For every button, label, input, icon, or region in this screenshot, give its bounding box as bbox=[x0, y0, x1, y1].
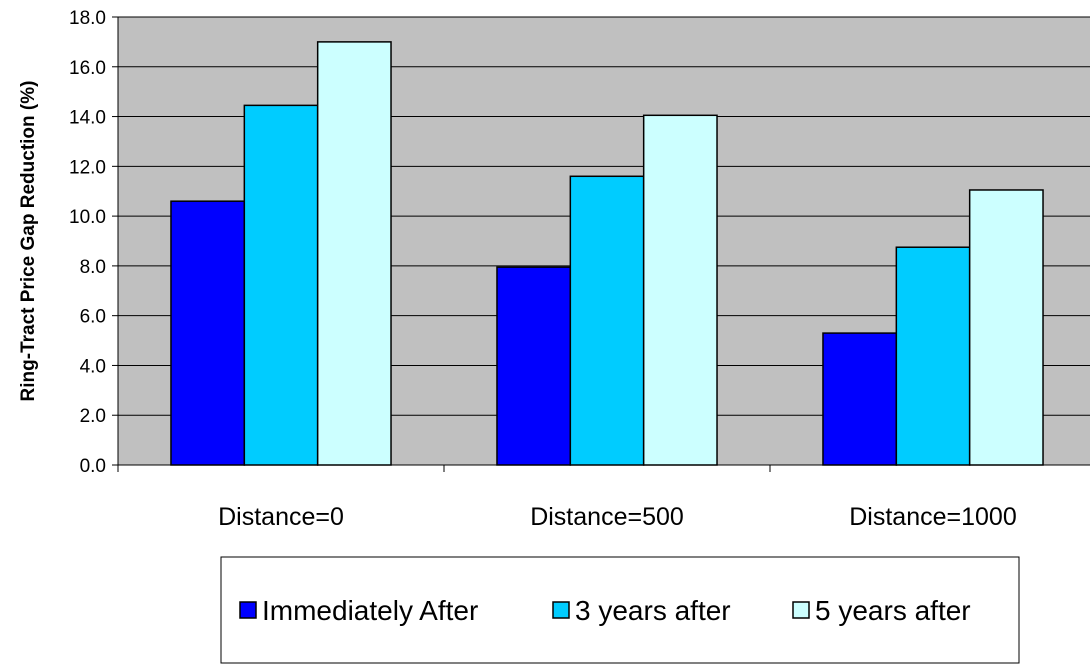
legend-box bbox=[220, 556, 1020, 664]
y-tick-label: 4.0 bbox=[80, 356, 106, 377]
y-tick-label: 10.0 bbox=[69, 207, 106, 228]
y-tick-label: 8.0 bbox=[80, 257, 106, 278]
legend-label: 5 years after bbox=[815, 595, 971, 626]
x-category-labels: Distance=0 Distance=500 Distance=1000 bbox=[218, 503, 1017, 531]
y-tick-label: 14.0 bbox=[69, 108, 106, 129]
y-tick-label: 6.0 bbox=[80, 307, 106, 328]
x-category-label: Distance=0 bbox=[218, 503, 344, 531]
y-tick-label: 12.0 bbox=[69, 157, 106, 178]
legend: Immediately After 3 years after 5 years af… bbox=[220, 556, 1020, 664]
y-axis-label: Ring-Tract Price Gap Reduction (%) bbox=[18, 81, 39, 402]
bar bbox=[496, 266, 572, 466]
bar bbox=[895, 246, 971, 466]
y-tick-label: 16.0 bbox=[69, 58, 106, 79]
legend-swatch bbox=[239, 601, 257, 619]
bar bbox=[968, 189, 1044, 466]
bars bbox=[170, 41, 1044, 466]
y-tick-label: 18.0 bbox=[69, 8, 106, 29]
y-tick-labels: 0.0 2.0 4.0 6.0 8.0 10.0 12.0 14.0 16.0 18.0 bbox=[69, 8, 106, 477]
bar bbox=[569, 175, 645, 466]
axes bbox=[112, 16, 1090, 472]
bar bbox=[170, 200, 246, 466]
legend-swatch bbox=[792, 601, 810, 619]
y-tick-label: 2.0 bbox=[80, 406, 106, 427]
x-category-label: Distance=500 bbox=[530, 503, 684, 531]
legend-label: Immediately After bbox=[262, 595, 478, 626]
bar bbox=[822, 332, 898, 466]
legend-swatch bbox=[552, 601, 570, 619]
bar bbox=[316, 41, 392, 466]
x-category-label: Distance=1000 bbox=[849, 503, 1016, 531]
bar bbox=[243, 104, 319, 466]
y-tick-label: 0.0 bbox=[80, 456, 106, 477]
bar bbox=[642, 114, 718, 466]
legend-label: 3 years after bbox=[575, 595, 731, 626]
